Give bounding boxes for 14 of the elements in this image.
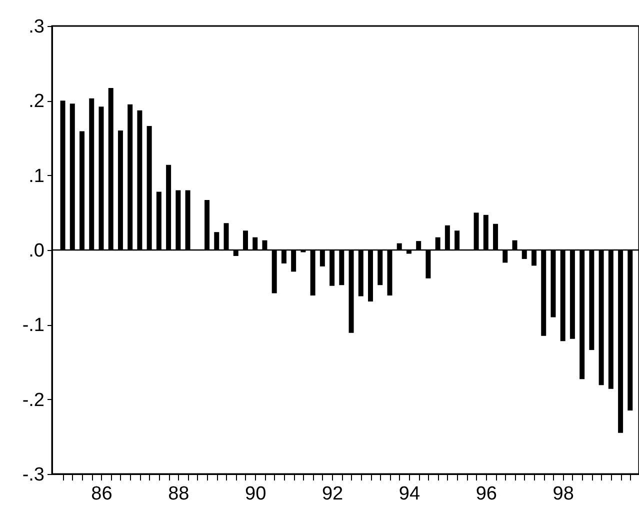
y-tick-label: -.3: [22, 464, 44, 486]
y-tick-label: .2: [28, 91, 44, 112]
y-tick-label: .0: [28, 240, 44, 262]
x-tick-label: 86: [91, 484, 112, 504]
y-tick-label: -.2: [22, 390, 44, 411]
x-tick-label: 98: [552, 484, 574, 504]
x-tick-label: 92: [322, 484, 344, 504]
y-tick-label: -.1: [22, 315, 44, 336]
y-tick-label: .3: [28, 16, 44, 38]
x-tick-label: 94: [398, 484, 420, 504]
x-tick-label: 90: [245, 484, 266, 504]
y-tick-label: .1: [28, 166, 44, 187]
x-tick-label: 96: [476, 484, 497, 504]
x-tick-label: 88: [168, 484, 190, 504]
